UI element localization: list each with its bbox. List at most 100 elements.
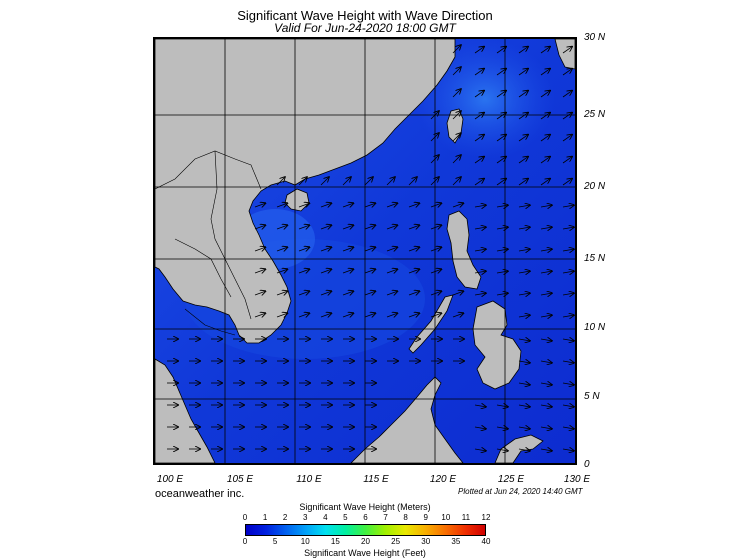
feet-tick: 10 [300, 537, 310, 546]
meters-tick: 8 [403, 513, 408, 522]
wave-arrow [408, 269, 419, 273]
wave-arrow [298, 269, 309, 273]
wave-arrow [298, 313, 309, 317]
wave-arrow [320, 225, 331, 229]
wave-arrow [562, 205, 574, 207]
wave-arrow [254, 269, 265, 273]
wave-arrow [496, 69, 506, 76]
wave-arrow [496, 47, 506, 54]
scale-title-feet: Significant Wave Height (Feet) [304, 548, 426, 558]
map-canvas [155, 39, 575, 463]
wave-arrow [540, 427, 552, 429]
wave-arrow [320, 247, 331, 251]
wave-arrow [320, 291, 331, 295]
feet-tick: 0 [242, 537, 248, 546]
wave-arrow [562, 91, 572, 98]
lon-label-100e: 100 E [156, 474, 184, 485]
lat-label-25n: 25 N [584, 109, 606, 120]
wave-arrow [562, 249, 574, 251]
wave-arrow [430, 247, 441, 251]
lon-label-105e: 105 E [226, 474, 254, 485]
wave-arrow [518, 271, 530, 273]
company-name: oceanweather inc. [155, 488, 245, 500]
wave-arrow [474, 293, 486, 295]
wave-arrow [408, 247, 419, 251]
wave-arrow [474, 113, 484, 120]
wave-arrow [562, 113, 572, 120]
wave-arrow [496, 179, 506, 186]
wave-arrow [452, 177, 461, 186]
wave-arrow [342, 225, 353, 229]
meters-tick: 11 [461, 513, 471, 522]
wave-arrow [364, 225, 375, 229]
wave-arrow [342, 177, 351, 186]
map-title: Significant Wave Height with Wave Direct… [237, 8, 493, 23]
wave-arrow [562, 293, 574, 295]
map-valid-time: Valid For Jun-24-2020 18:00 GMT [274, 21, 456, 35]
wave-arrow [496, 249, 508, 251]
wave-arrow [540, 227, 552, 229]
wave-arrow [496, 91, 506, 98]
lon-label-115e: 115 E [363, 474, 389, 485]
wave-arrow [430, 291, 441, 295]
wave-arrow [342, 291, 353, 295]
land-malay-peninsula [155, 358, 216, 463]
wave-arrow [298, 177, 307, 186]
wave-arrow [408, 225, 419, 229]
wave-arrow [320, 177, 329, 186]
wave-arrow [364, 177, 373, 186]
wave-arrow [562, 427, 574, 429]
wave-arrow [474, 205, 486, 207]
wave-arrow [364, 313, 375, 317]
wave-arrow [540, 179, 550, 186]
wave-arrow [430, 177, 439, 186]
wave-arrow [540, 205, 552, 207]
wave-arrow [386, 225, 397, 229]
wave-arrow [430, 155, 439, 164]
wave-arrow [276, 313, 287, 317]
wave-arrow [452, 45, 461, 54]
feet-tick: 40 [481, 537, 491, 546]
wave-arrow [452, 203, 463, 207]
wave-arrow [452, 291, 463, 295]
meters-tick: 10 [441, 513, 451, 522]
wave-arrow [474, 157, 484, 164]
wave-arrow [518, 135, 528, 142]
feet-tick: 25 [391, 537, 401, 546]
wave-arrow [298, 203, 309, 207]
wave-arrow [540, 361, 552, 363]
feet-tick: 30 [421, 537, 431, 546]
wave-arrow [474, 249, 486, 251]
wave-height-colorbar [245, 524, 486, 536]
wave-arrow [386, 291, 397, 295]
wave-arrow [540, 293, 552, 295]
wave-arrow [562, 383, 574, 385]
wave-arrow [518, 315, 530, 317]
wave-arrow [540, 271, 552, 273]
wave-arrow [430, 313, 441, 317]
wave-arrow [518, 293, 530, 295]
wave-arrow [474, 449, 486, 451]
wave-arrow [342, 269, 353, 273]
graticule [155, 39, 575, 463]
wave-arrow [364, 291, 375, 295]
lat-label-20n: 20 N [584, 181, 606, 192]
wave-arrow [518, 205, 530, 207]
wave-arrow [408, 313, 419, 317]
wave-arrow [342, 247, 353, 251]
wave-arrow [276, 269, 287, 273]
wave-arrow [562, 179, 572, 186]
wave-arrow [276, 247, 287, 251]
wave-arrow [430, 111, 439, 120]
wave-arrow [254, 247, 265, 251]
wave-arrow [276, 177, 285, 186]
wave-arrow [540, 113, 550, 120]
lat-label-30n: 30 N [584, 32, 606, 43]
lat-label-10n: 10 N [584, 322, 606, 333]
meters-tick: 1 [262, 513, 268, 522]
wave-arrow [562, 449, 574, 451]
wave-arrow [540, 47, 550, 54]
wave-arrow [254, 203, 265, 207]
wave-arrow [496, 157, 506, 164]
wave-arrow [540, 315, 552, 317]
